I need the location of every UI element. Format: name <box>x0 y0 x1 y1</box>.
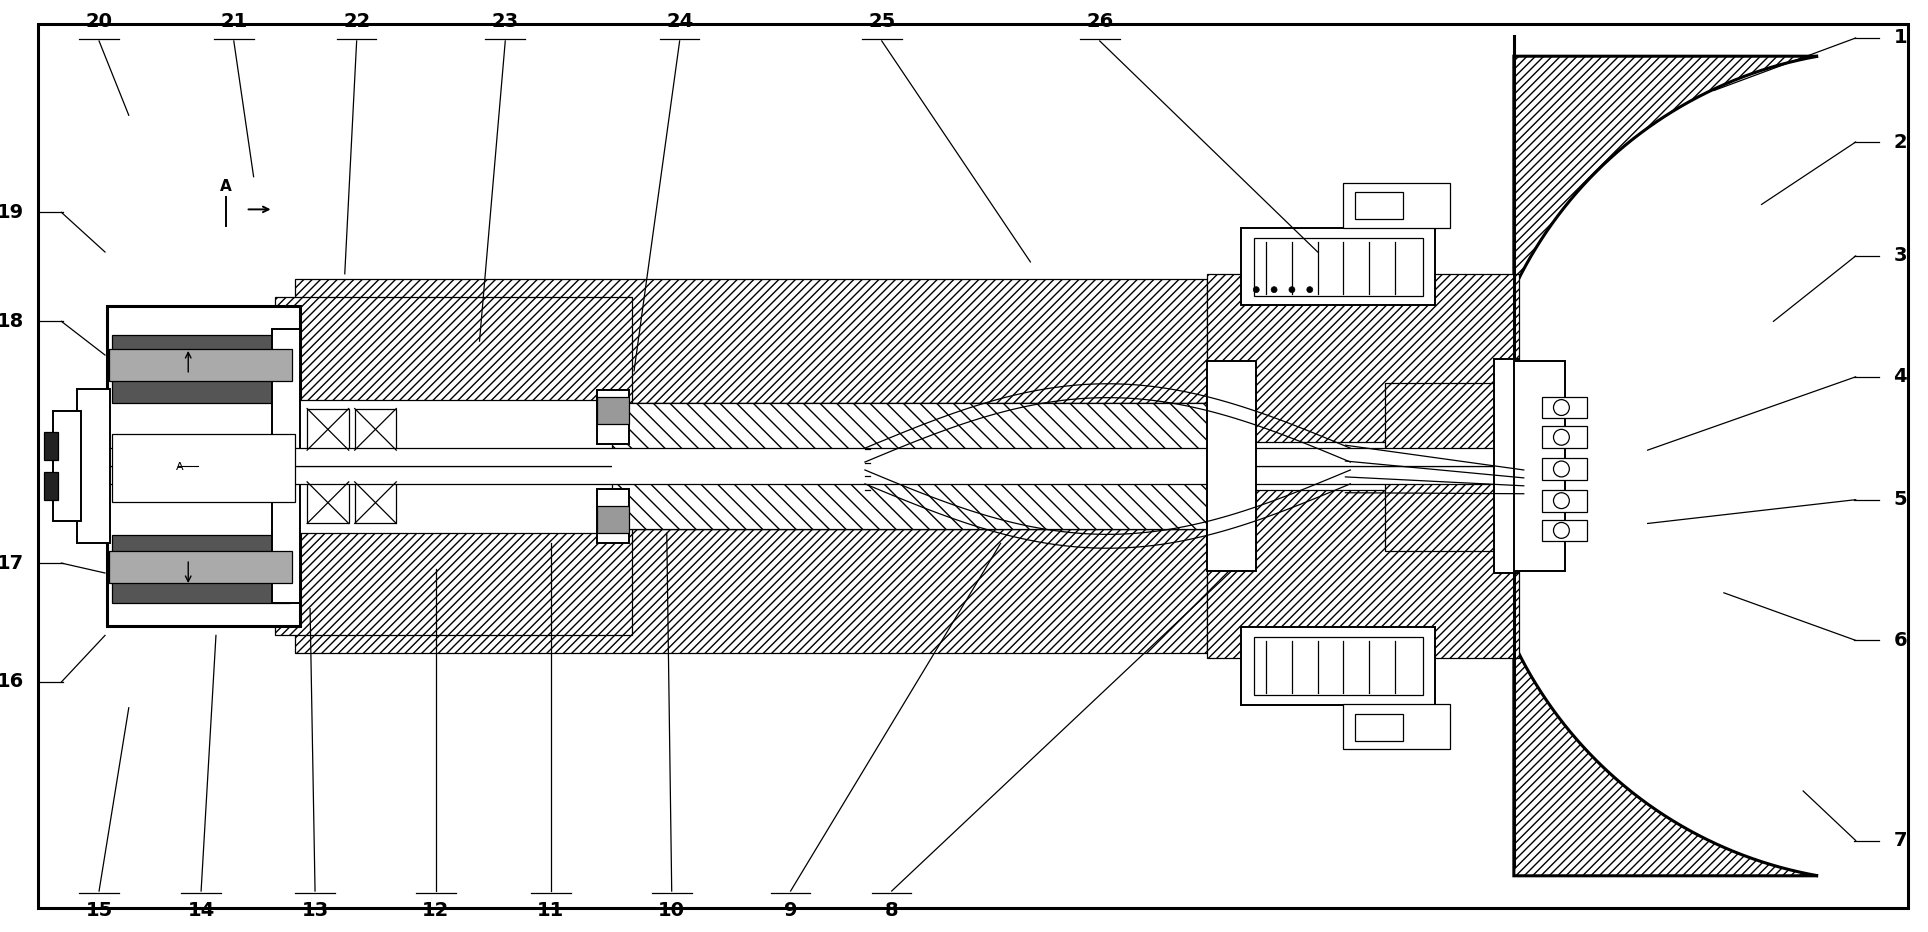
Bar <box>1542 458 1587 480</box>
Text: 6: 6 <box>1893 631 1907 650</box>
Text: 18: 18 <box>0 312 23 331</box>
Bar <box>297 400 615 533</box>
Bar <box>307 482 349 524</box>
Polygon shape <box>1475 56 1818 876</box>
Bar <box>355 408 397 450</box>
Bar <box>77 389 110 543</box>
Bar <box>1542 397 1587 418</box>
Bar <box>110 551 293 582</box>
Circle shape <box>1554 523 1569 539</box>
Text: 11: 11 <box>538 901 565 921</box>
Bar <box>598 390 629 445</box>
Text: 15: 15 <box>85 901 112 921</box>
Bar <box>613 403 1217 450</box>
Bar <box>112 336 291 403</box>
Text: 22: 22 <box>343 11 370 31</box>
Bar <box>1513 361 1566 571</box>
Text: A: A <box>175 462 183 472</box>
Bar <box>613 482 1217 529</box>
Bar <box>1207 274 1519 442</box>
Text: 3: 3 <box>1893 246 1907 266</box>
Text: 16: 16 <box>0 673 23 692</box>
Text: 4: 4 <box>1893 367 1907 387</box>
Bar <box>598 506 629 533</box>
Bar <box>44 432 58 460</box>
Circle shape <box>1307 287 1313 293</box>
Bar <box>355 482 397 524</box>
Text: 25: 25 <box>868 11 895 31</box>
Text: 10: 10 <box>657 901 684 921</box>
Bar <box>112 434 295 501</box>
Text: 1: 1 <box>1893 29 1907 48</box>
Bar <box>307 408 349 450</box>
Bar <box>613 450 1217 482</box>
Bar <box>1494 359 1519 573</box>
Bar <box>295 403 1207 529</box>
Circle shape <box>1290 287 1296 293</box>
Bar <box>1255 238 1423 295</box>
Text: 13: 13 <box>301 901 328 921</box>
Bar <box>106 307 301 625</box>
Text: 17: 17 <box>0 554 23 572</box>
Circle shape <box>1554 461 1569 477</box>
Text: 23: 23 <box>492 11 519 31</box>
Bar <box>272 329 301 603</box>
Bar <box>102 448 1529 466</box>
Bar <box>102 466 1529 484</box>
Bar <box>110 350 293 381</box>
Bar <box>295 279 1207 403</box>
Bar <box>1344 704 1450 749</box>
Text: 8: 8 <box>885 901 898 921</box>
Bar <box>276 296 632 636</box>
Bar <box>1542 490 1587 512</box>
Circle shape <box>1271 287 1276 293</box>
Bar <box>598 397 629 424</box>
Text: 12: 12 <box>422 901 449 921</box>
Bar <box>1355 192 1404 219</box>
Text: 9: 9 <box>785 901 798 921</box>
Circle shape <box>1554 493 1569 509</box>
Circle shape <box>1554 400 1569 416</box>
Bar <box>295 529 1207 653</box>
Bar <box>1207 490 1519 658</box>
Text: 21: 21 <box>220 11 247 31</box>
Bar <box>1355 714 1404 742</box>
Circle shape <box>1253 287 1259 293</box>
Bar <box>598 488 629 543</box>
Bar <box>1207 361 1257 571</box>
Text: 19: 19 <box>0 203 23 222</box>
Text: A: A <box>220 179 231 194</box>
Bar <box>54 410 81 522</box>
Text: 2: 2 <box>1893 132 1907 152</box>
Bar <box>44 472 58 500</box>
Bar <box>1242 627 1434 705</box>
Bar <box>1513 361 1781 571</box>
Bar <box>301 450 1533 482</box>
Bar <box>112 535 291 603</box>
Circle shape <box>1554 430 1569 445</box>
Text: 20: 20 <box>85 11 112 31</box>
Bar <box>1255 637 1423 695</box>
Bar <box>1542 519 1587 541</box>
Text: 14: 14 <box>187 901 214 921</box>
Text: 24: 24 <box>665 11 694 31</box>
Bar <box>1542 426 1587 448</box>
Text: 26: 26 <box>1085 11 1112 31</box>
Bar <box>1344 183 1450 228</box>
Bar <box>1384 383 1519 452</box>
Bar <box>1242 228 1434 306</box>
Bar <box>1384 482 1519 551</box>
Text: 7: 7 <box>1893 831 1907 850</box>
Text: 5: 5 <box>1893 490 1907 509</box>
